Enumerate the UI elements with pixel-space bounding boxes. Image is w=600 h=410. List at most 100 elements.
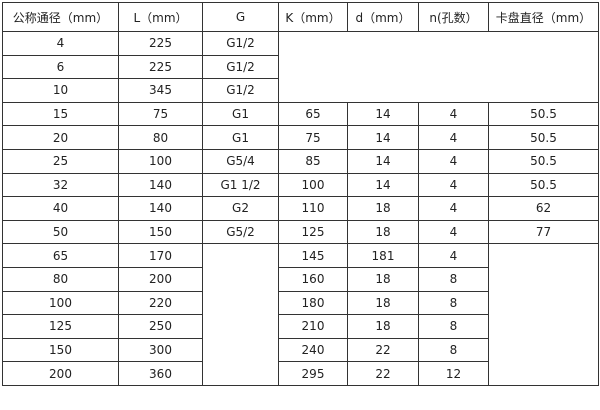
cell-nominal-diameter: 4 (2, 31, 119, 56)
header-length: L（mm） (118, 2, 203, 32)
cell-nominal-diameter: 125 (2, 314, 119, 339)
cell-length: 170 (118, 243, 203, 268)
header-nominal-diameter: 公称通径（mm） (2, 2, 119, 32)
cell-nominal-diameter: 65 (2, 243, 119, 268)
cell-d: 181 (347, 243, 419, 268)
cell-nominal-diameter: 50 (2, 219, 119, 245)
cell-nominal-diameter: 32 (2, 172, 119, 198)
table-row: 6 225 G1/2 (2, 54, 599, 80)
cell-d: 22 (347, 337, 419, 363)
cell-nominal-diameter: 10 (2, 78, 119, 103)
cell-length: 200 (118, 266, 203, 292)
table-row: 10 345 G1/2 (2, 78, 599, 103)
cell-k: 180 (278, 290, 348, 316)
merged-empty-cell (278, 31, 599, 103)
table-row: 125 250 210 18 8 (2, 314, 599, 339)
cell-length: 150 (118, 219, 203, 245)
table-row: 150 300 240 22 8 (2, 337, 599, 363)
cell-k: 85 (278, 148, 348, 174)
cell-length: 140 (118, 196, 203, 221)
cell-k: 125 (278, 219, 348, 245)
cell-k: 110 (278, 196, 348, 221)
cell-nominal-diameter: 25 (2, 148, 119, 174)
header-k: K（mm） (278, 2, 348, 32)
header-hole-count: n(孔数） (418, 2, 489, 32)
cell-nominal-diameter: 20 (2, 125, 119, 150)
cell-k: 295 (278, 361, 348, 386)
cell-length: 75 (118, 101, 203, 127)
cell-thread-g: G5/4 (202, 148, 279, 174)
cell-nominal-diameter: 150 (2, 337, 119, 363)
cell-hole-count: 4 (418, 172, 489, 198)
cell-hole-count: 4 (418, 219, 489, 245)
cell-d: 18 (347, 196, 419, 221)
cell-d: 14 (347, 172, 419, 198)
cell-length: 225 (118, 54, 203, 80)
cell-k: 145 (278, 243, 348, 268)
cell-thread-g: G2 (202, 196, 279, 221)
cell-length: 300 (118, 337, 203, 363)
cell-chuck-diameter: 50.5 (488, 125, 599, 150)
cell-length: 80 (118, 125, 203, 150)
cell-thread-g: G5/2 (202, 219, 279, 245)
header-d: d（mm） (347, 2, 419, 32)
cell-hole-count: 8 (418, 337, 489, 363)
cell-nominal-diameter: 100 (2, 290, 119, 316)
cell-d: 18 (347, 290, 419, 316)
cell-thread-g: G1 1/2 (202, 172, 279, 198)
table-row: 32 140 G1 1/2 100 14 4 50.5 (2, 172, 599, 198)
table-row: 25 100 G5/4 85 14 4 50.5 (2, 148, 599, 174)
cell-chuck-diameter: 62 (488, 196, 599, 221)
cell-d: 18 (347, 219, 419, 245)
cell-hole-count: 4 (418, 125, 489, 150)
cell-chuck-diameter: 50.5 (488, 172, 599, 198)
cell-d: 14 (347, 101, 419, 127)
cell-nominal-diameter: 40 (2, 196, 119, 221)
cell-hole-count: 8 (418, 314, 489, 339)
cell-hole-count: 4 (418, 101, 489, 127)
cell-k: 100 (278, 172, 348, 198)
table-row: 50 150 G5/2 125 18 4 77 (2, 219, 599, 245)
cell-chuck-diameter: 77 (488, 219, 599, 245)
cell-d: 18 (347, 266, 419, 292)
header-chuck-diameter: 卡盘直径（mm） (488, 2, 599, 32)
cell-length: 250 (118, 314, 203, 339)
cell-k: 210 (278, 314, 348, 339)
cell-chuck-diameter: 50.5 (488, 148, 599, 174)
table-row: 40 140 G2 110 18 4 62 (2, 196, 599, 221)
cell-d: 14 (347, 148, 419, 174)
cell-hole-count: 8 (418, 290, 489, 316)
cell-hole-count: 4 (418, 243, 489, 268)
cell-k: 240 (278, 337, 348, 363)
table-row: 65 170 145 181 4 (2, 243, 599, 386)
merged-empty-cell (488, 243, 599, 386)
cell-thread-g: G1 (202, 101, 279, 127)
cell-d: 18 (347, 314, 419, 339)
cell-nominal-diameter: 80 (2, 266, 119, 292)
cell-length: 345 (118, 78, 203, 103)
cell-k: 75 (278, 125, 348, 150)
specification-table: 公称通径（mm） L（mm） G K（mm） d（mm） n(孔数） 卡盘直径（mm） 4 22… (2, 2, 599, 386)
merged-empty-cell (202, 243, 279, 386)
cell-length: 220 (118, 290, 203, 316)
table-row: 80 200 160 18 8 (2, 266, 599, 292)
table-row: 100 220 180 18 8 (2, 290, 599, 316)
cell-k: 65 (278, 101, 348, 127)
header-thread-g: G (202, 2, 279, 32)
cell-length: 100 (118, 148, 203, 174)
table-row: 4 225 G1/2 (2, 31, 599, 103)
cell-nominal-diameter: 15 (2, 101, 119, 127)
cell-thread-g: G1 (202, 125, 279, 150)
table-row: 20 80 G1 75 14 4 50.5 (2, 125, 599, 150)
table-row: 15 75 G1 65 14 4 50.5 (2, 101, 599, 127)
cell-hole-count: 4 (418, 148, 489, 174)
table-row: 200 360 295 22 12 (2, 361, 599, 386)
cell-chuck-diameter: 50.5 (488, 101, 599, 127)
cell-thread-g: G1/2 (202, 54, 279, 80)
cell-length: 360 (118, 361, 203, 386)
cell-length: 140 (118, 172, 203, 198)
cell-k: 160 (278, 266, 348, 292)
cell-nominal-diameter: 6 (2, 54, 119, 80)
cell-hole-count: 8 (418, 266, 489, 292)
header-row: 公称通径（mm） L（mm） G K（mm） d（mm） n(孔数） 卡盘直径（mm） (2, 2, 599, 32)
